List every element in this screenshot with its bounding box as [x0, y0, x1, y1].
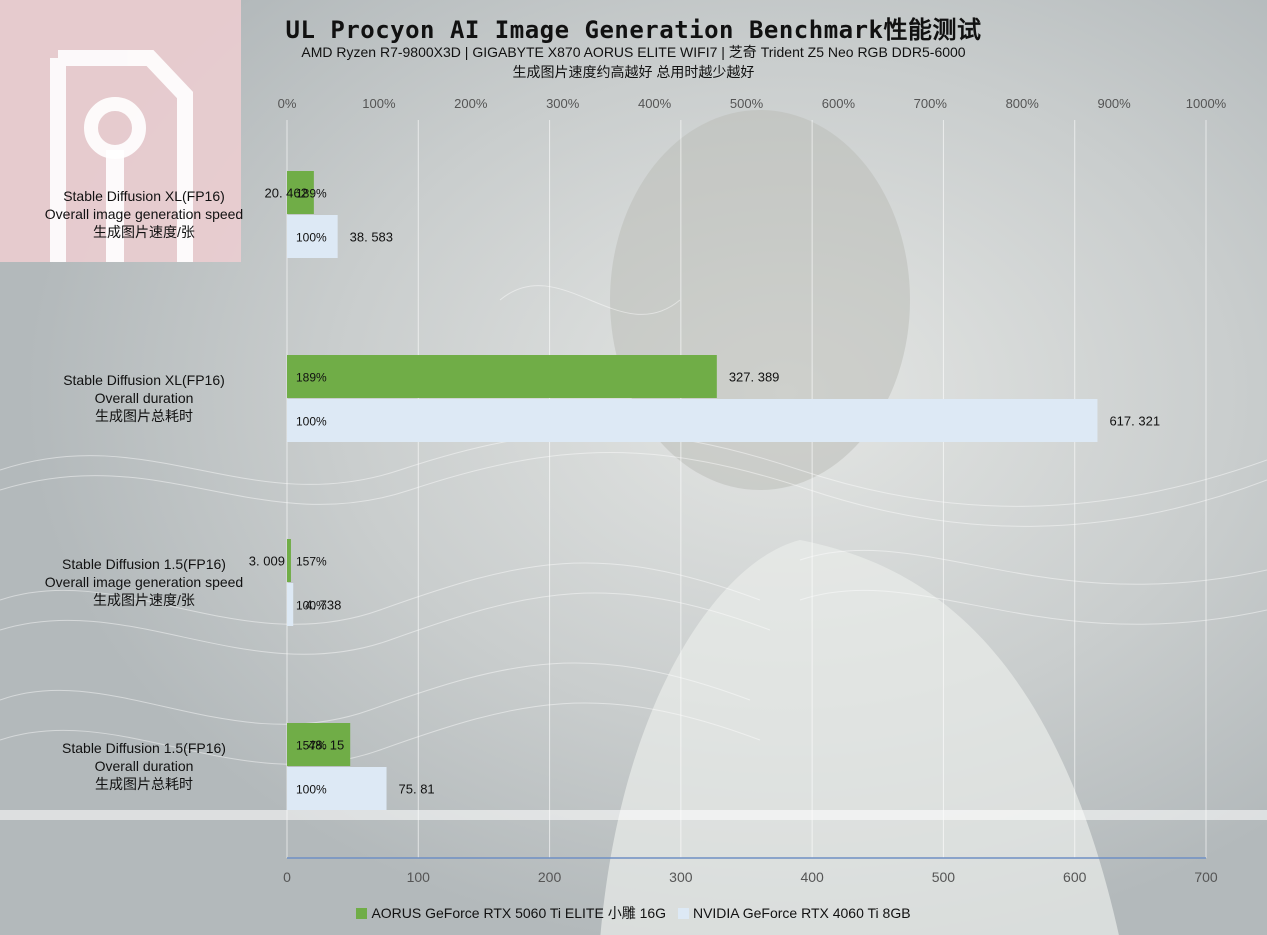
category-label-line: Overall image generation speed: [44, 206, 244, 222]
legend-swatch-nvidia: [677, 907, 689, 919]
category-label-line: Overall image generation speed: [44, 574, 244, 590]
top-axis-tick-label: 800%: [1006, 96, 1040, 111]
bar: [287, 583, 294, 626]
legend-item-aorus: AORUS GeForce RTX 5060 Ti ELITE 小雕 16G: [356, 903, 666, 923]
legend-label-aorus: AORUS GeForce RTX 5060 Ti ELITE 小雕 16G: [371, 905, 667, 921]
percent-label: 157%: [296, 555, 327, 569]
legend-label-nvidia: NVIDIA GeForce RTX 4060 Ti 8GB: [692, 905, 911, 921]
chart-note: 生成图片速度约高越好 总用时越少越好: [512, 64, 755, 80]
bottom-axis-tick-label: 0: [283, 869, 291, 885]
category-label: Stable Diffusion 1.5(FP16) Overall image …: [9, 555, 279, 609]
top-axis-tick-label: 1000%: [1186, 96, 1227, 111]
top-axis-tick-label: 900%: [1097, 96, 1131, 111]
value-label: 48. 15: [308, 738, 344, 753]
top-axis-tick-label: 300%: [546, 96, 580, 111]
top-axis-tick-label: 500%: [730, 96, 764, 111]
value-label: 38. 583: [350, 230, 393, 245]
bar: [287, 171, 314, 214]
bar: [287, 355, 717, 398]
bar: [287, 539, 291, 582]
category-label: Stable Diffusion 1.5(FP16) Overall durati…: [9, 739, 279, 793]
top-axis-tick-label: 200%: [454, 96, 488, 111]
category-label-line: 生成图片总耗时: [95, 776, 193, 792]
top-axis-tick-label: 700%: [914, 96, 948, 111]
top-axis-tick-label: 600%: [822, 96, 856, 111]
bottom-axis-tick-label: 200: [538, 869, 562, 885]
percent-label: 189%: [296, 371, 327, 385]
percent-label: 157%: [296, 739, 327, 753]
percent-label: 100%: [296, 783, 327, 797]
category-label: Stable Diffusion XL(FP16) Overall image g…: [9, 187, 279, 241]
percent-label: 100%: [296, 231, 327, 245]
bar: [287, 399, 1098, 442]
legend: AORUS GeForce RTX 5060 Ti ELITE 小雕 16G N…: [0, 903, 1267, 923]
chart-subtitle: AMD Ryzen R7-9800X3D | GIGABYTE X870 AOR…: [301, 44, 966, 60]
bar: [287, 767, 387, 810]
bar: [287, 723, 351, 766]
top-axis-tick-label: 400%: [638, 96, 672, 111]
category-label-line: 生成图片总耗时: [95, 408, 193, 424]
percent-label: 100%: [296, 599, 327, 613]
category-label-line: Stable Diffusion 1.5(FP16): [62, 740, 226, 756]
bottom-axis-tick-label: 600: [1063, 869, 1087, 885]
value-label: 4. 738: [305, 598, 341, 613]
value-label: 20. 462: [264, 186, 307, 201]
value-label: 75. 81: [399, 782, 435, 797]
category-label-line: 生成图片速度/张: [93, 592, 195, 608]
legend-item-nvidia: NVIDIA GeForce RTX 4060 Ti 8GB: [677, 905, 911, 921]
top-axis-tick-label: 0%: [278, 96, 297, 111]
chart-title: UL Procyon AI Image Generation Benchmark…: [285, 16, 982, 44]
category-label: Stable Diffusion XL(FP16) Overall duratio…: [9, 371, 279, 425]
category-label-line: Overall duration: [94, 758, 194, 774]
percent-label: 100%: [296, 415, 327, 429]
logo-icon: [50, 50, 193, 262]
value-label: 617. 321: [1109, 414, 1160, 429]
bottom-axis-tick-label: 400: [800, 869, 824, 885]
bottom-axis-tick-label: 500: [932, 869, 956, 885]
top-axis-tick-label: 100%: [362, 96, 396, 111]
value-label: 3. 009: [249, 554, 285, 569]
bottom-axis-tick-label: 300: [669, 869, 693, 885]
bar: [287, 215, 338, 258]
category-label-line: Overall duration: [94, 390, 194, 406]
legend-swatch-aorus: [356, 907, 368, 919]
bottom-axis-tick-label: 100: [407, 869, 431, 885]
category-label-line: 生成图片速度/张: [93, 224, 195, 240]
category-label-line: Stable Diffusion 1.5(FP16): [62, 556, 226, 572]
percent-label: 189%: [296, 187, 327, 201]
value-label: 327. 389: [729, 370, 780, 385]
category-label-line: Stable Diffusion XL(FP16): [63, 372, 225, 388]
bottom-axis-tick-label: 700: [1194, 869, 1218, 885]
category-label-line: Stable Diffusion XL(FP16): [63, 188, 225, 204]
